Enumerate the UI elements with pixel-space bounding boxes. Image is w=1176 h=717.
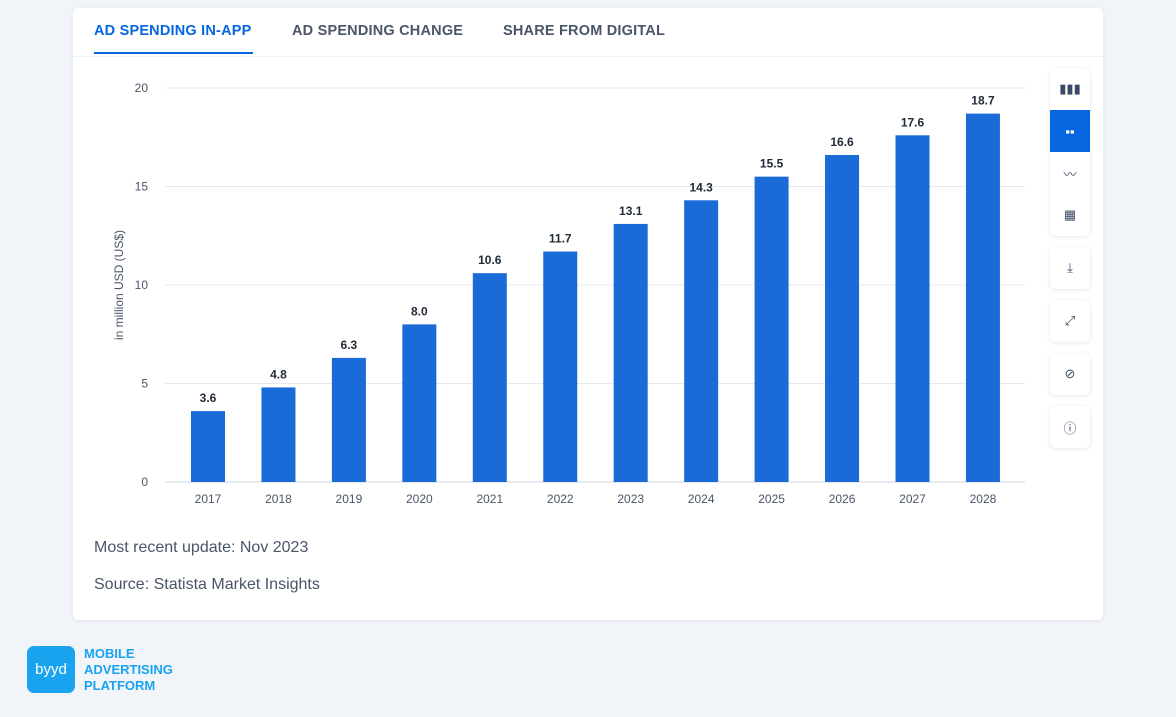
tab-bar: AD SPENDING IN-APP AD SPENDING CHANGE SH… <box>73 8 1103 57</box>
bar <box>402 324 437 482</box>
y-tick-label: 0 <box>141 475 148 489</box>
x-tick-label: 2025 <box>758 492 785 506</box>
data-label: 17.6 <box>901 115 925 129</box>
tab-ad-spending-in-app[interactable]: AD SPENDING IN-APP <box>94 23 254 54</box>
brand-line: MOBILE <box>84 646 135 661</box>
chart-card: AD SPENDING IN-APP AD SPENDING CHANGE SH… <box>73 8 1103 620</box>
update-note: Most recent update: Nov 2023 <box>94 539 309 556</box>
bar <box>825 154 860 483</box>
x-tick-label: 2026 <box>829 492 856 506</box>
tab-ad-spending-change[interactable]: AD SPENDING CHANGE <box>292 23 464 39</box>
tab-share-from-digital[interactable]: SHARE FROM DIGITAL <box>503 23 666 39</box>
bar-chart: 0 5 10 15 20 in million USD (US$) 3.6 2017 4.8 20… <box>112 81 1025 506</box>
bar <box>684 200 719 483</box>
data-label: 16.6 <box>830 135 854 149</box>
data-label: 13.1 <box>619 204 643 218</box>
source-note: Source: Statista Market Insights <box>94 576 320 593</box>
x-tick-label: 2024 <box>688 492 715 506</box>
bar <box>543 251 578 482</box>
x-tick-label: 2027 <box>899 492 926 506</box>
line-chart-icon[interactable]: 〰 <box>1063 166 1077 182</box>
data-label: 11.7 <box>549 232 572 246</box>
y-tick-label: 15 <box>135 180 149 194</box>
y-tick-label: 10 <box>135 278 149 292</box>
column-chart-icon[interactable]: ▪▪ <box>1050 110 1090 152</box>
x-tick-label: 2018 <box>265 492 292 506</box>
x-tick-label: 2028 <box>970 492 997 506</box>
x-tick-label: 2022 <box>547 492 574 506</box>
hide-icon[interactable]: ⊘ <box>1064 366 1076 381</box>
bar <box>191 411 225 482</box>
brand-text: MOBILE ADVERTISING PLATFORM <box>84 646 173 694</box>
x-tick-label: 2019 <box>336 492 363 506</box>
data-label: 18.7 <box>971 94 995 108</box>
x-tick-label: 2017 <box>195 492 222 506</box>
x-tick-label: 2023 <box>617 492 644 506</box>
y-tick-label: 5 <box>141 377 148 391</box>
data-label: 15.5 <box>760 157 784 171</box>
data-label: 3.6 <box>200 391 217 405</box>
bar <box>754 176 789 482</box>
bar <box>261 387 296 482</box>
bar <box>472 273 507 482</box>
bar-chart-icon[interactable]: ▮▮▮ <box>1059 81 1081 96</box>
brand-line: ADVERTISING <box>84 662 173 677</box>
table-icon[interactable]: ▦ <box>1063 207 1077 222</box>
bar <box>613 223 648 482</box>
data-label: 10.6 <box>478 253 502 267</box>
x-tick-label: 2020 <box>406 492 433 506</box>
data-label: 8.0 <box>411 304 428 318</box>
data-label: 14.3 <box>689 180 713 194</box>
brand-line: PLATFORM <box>84 678 156 693</box>
byyd-logo: byyd <box>27 646 75 693</box>
data-label: 6.3 <box>341 338 358 352</box>
download-icon[interactable]: ⤓ <box>1067 260 1073 275</box>
bar <box>895 135 930 482</box>
expand-icon[interactable]: ⤢ <box>1064 313 1076 328</box>
data-label: 4.8 <box>270 367 287 381</box>
y-tick-label: 20 <box>135 81 149 95</box>
info-icon[interactable]: ⓘ <box>1063 420 1077 436</box>
y-axis-label: in million USD (US$) <box>112 230 126 340</box>
bar <box>331 357 366 482</box>
x-tick-label: 2021 <box>476 492 503 506</box>
bar <box>965 113 1000 483</box>
